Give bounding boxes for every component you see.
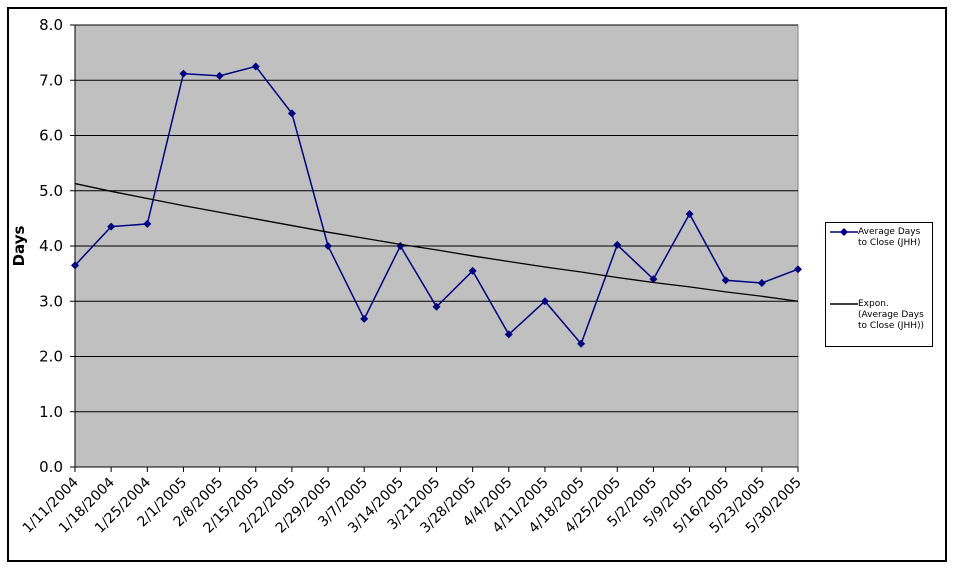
data-point [324, 242, 333, 250]
data-point [468, 266, 477, 275]
data-point [504, 330, 513, 339]
data-point [540, 297, 549, 306]
data-point [721, 276, 730, 285]
legend-label: Expon. (Average Days to Close (JHH)) [858, 299, 924, 331]
legend-marker [840, 228, 848, 236]
y-axis-label: Days [10, 226, 28, 267]
y-tick-label: 5.0 [39, 182, 63, 200]
data-point [577, 339, 586, 348]
data-point [215, 71, 224, 80]
data-point [251, 62, 260, 71]
legend-item: Average Days to Close (JHH) [830, 227, 932, 249]
series-line [74, 182, 799, 302]
y-tick-label: 2.0 [39, 348, 63, 366]
y-tick-label: 6.0 [39, 127, 63, 145]
data-point [143, 219, 152, 228]
y-tick-label: 7.0 [39, 71, 63, 89]
y-tick-label: 4.0 [39, 237, 63, 255]
data-point [432, 302, 441, 311]
legend: Average Days to Close (JHH) Expon. (Avera… [825, 222, 933, 347]
data-point [794, 265, 802, 274]
data-point [179, 69, 188, 78]
data-point [649, 275, 658, 284]
legend-key [830, 227, 858, 237]
frame [7, 7, 947, 562]
legend-label: Average Days to Close (JHH) [858, 227, 921, 248]
data-point [107, 222, 116, 231]
legend-item: Expon. (Average Days to Close (JHH)) [830, 299, 932, 332]
data-point [71, 261, 79, 270]
y-tick-label: 1.0 [39, 403, 63, 421]
data-point [757, 279, 766, 288]
legend-swatch [830, 228, 858, 236]
data-point [287, 109, 296, 118]
legend-key [830, 299, 858, 309]
legend-swatch [830, 303, 858, 305]
data-point [613, 240, 622, 249]
data-point [685, 209, 694, 218]
y-tick-label: 8.0 [39, 16, 63, 34]
y-tick-label: 3.0 [39, 292, 63, 310]
y-tick-label: 0.0 [39, 458, 63, 476]
data-point [360, 314, 369, 323]
